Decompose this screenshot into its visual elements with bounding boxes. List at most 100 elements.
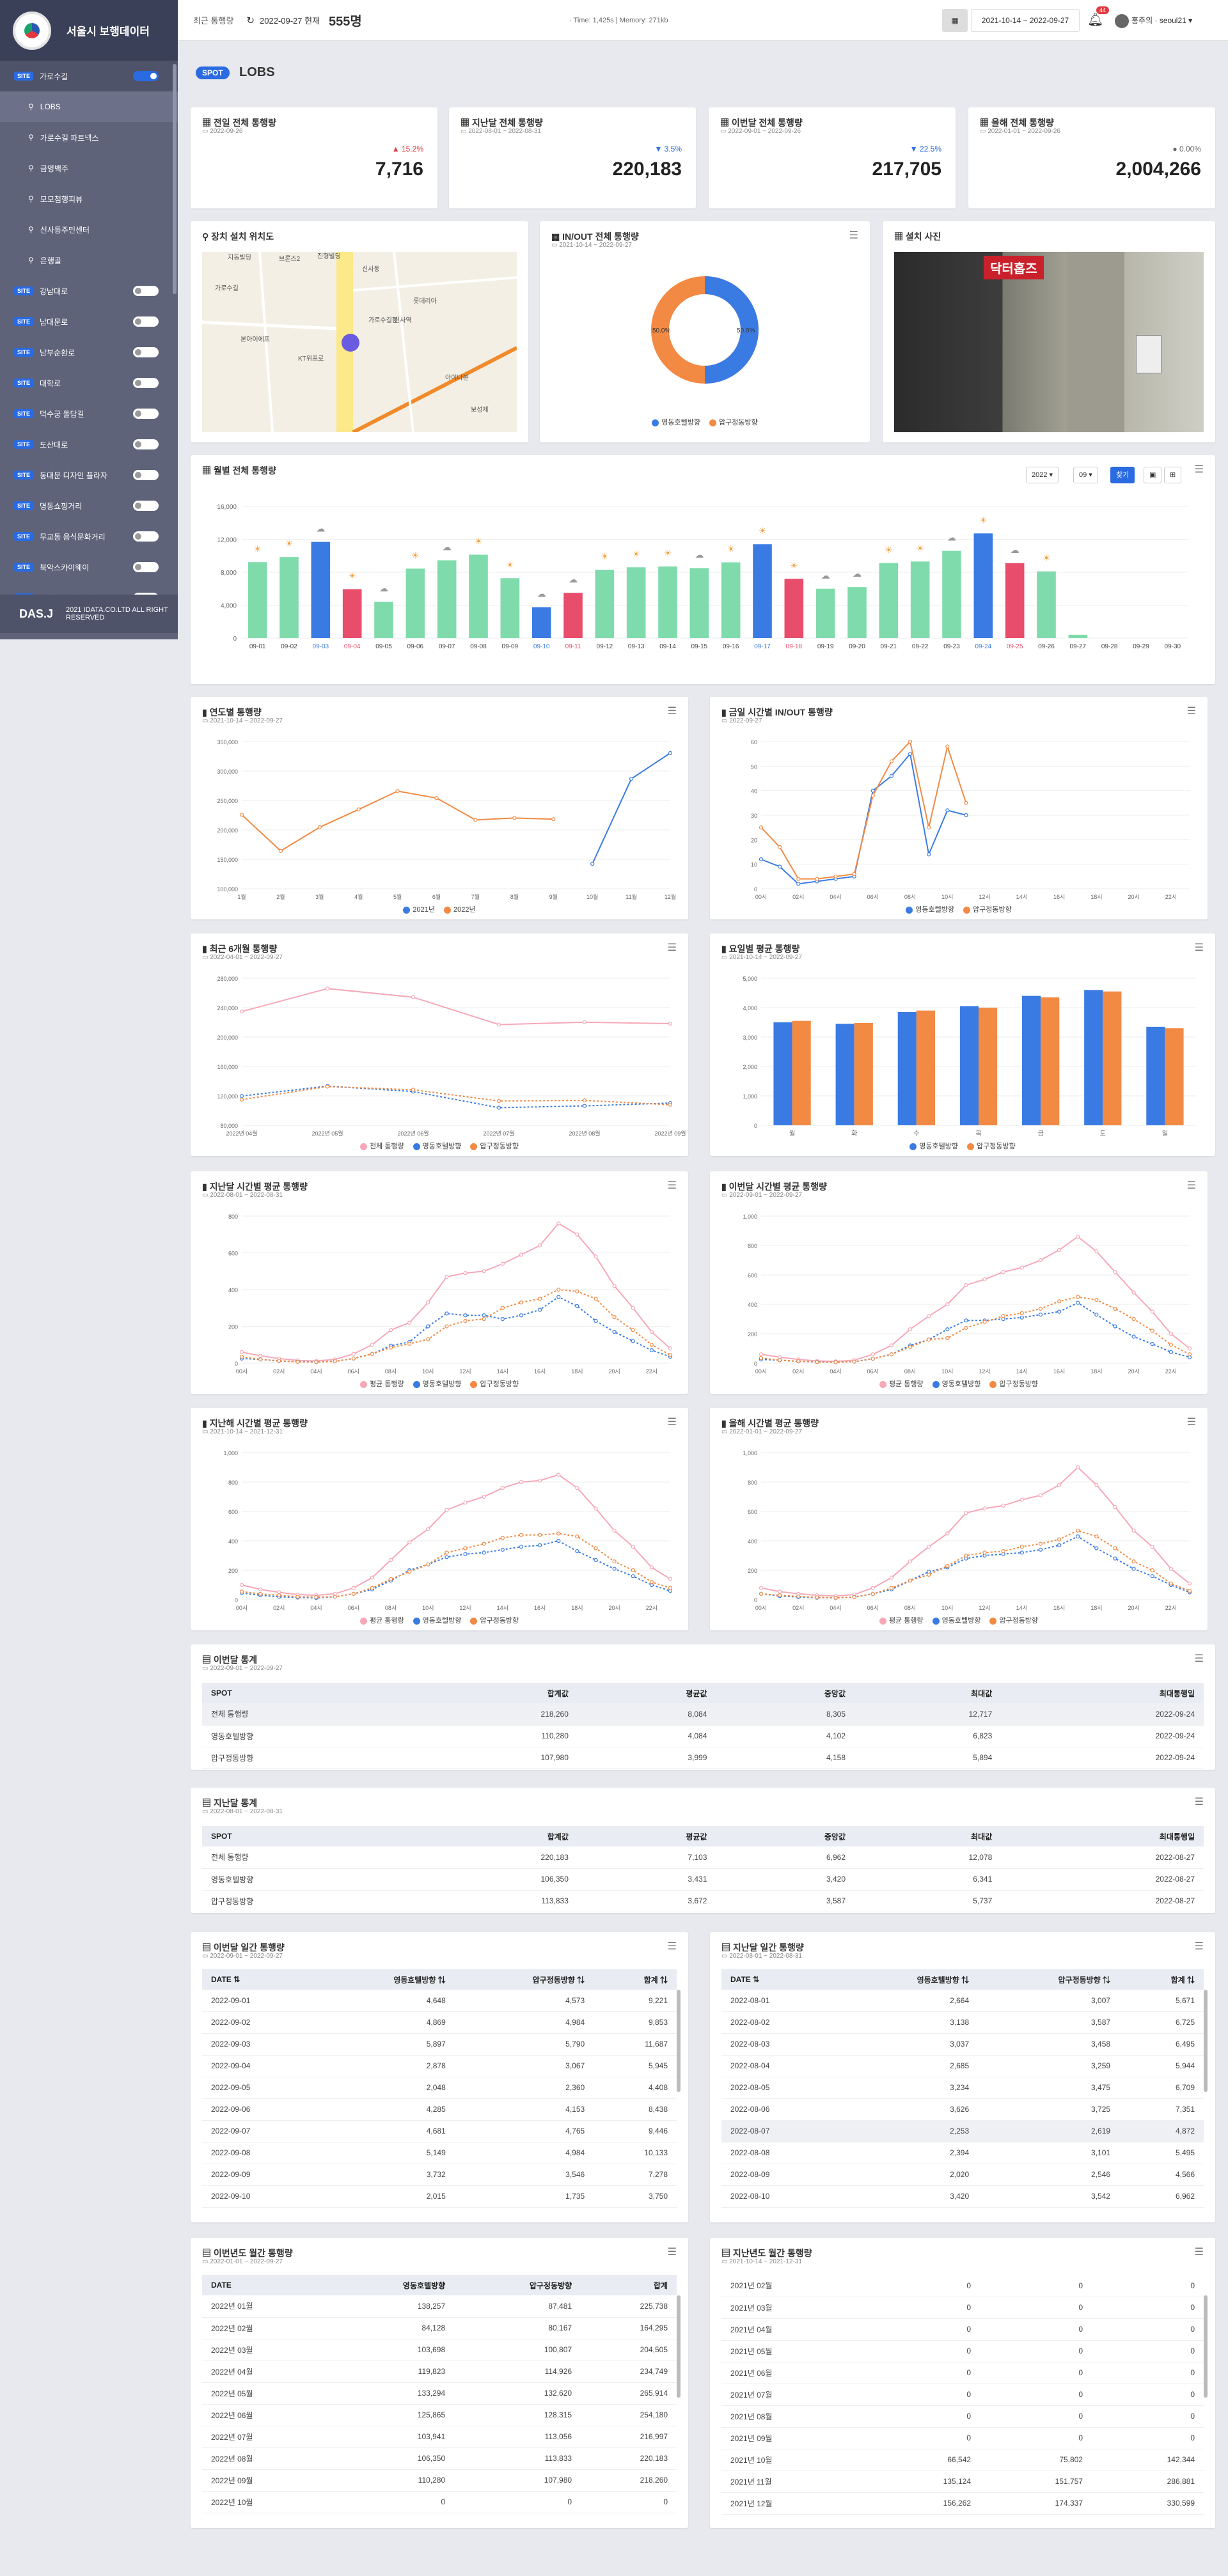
- table-row[interactable]: 2021년 10월 66,542 75,802 142,344: [721, 2449, 1204, 2471]
- sidebar-item[interactable]: SITE 강남대로: [0, 276, 178, 306]
- legend-item[interactable]: 영동호텔방향: [932, 1615, 980, 1625]
- month-select[interactable]: 09 ▾: [1073, 467, 1098, 483]
- column-header[interactable]: 합계 ⇅: [1119, 1969, 1204, 1990]
- sidebar-item[interactable]: SITE 북악스카이웨이: [0, 552, 178, 582]
- sidebar-item[interactable]: SITE 가로수길: [0, 61, 178, 91]
- menu-icon[interactable]: ☰: [1194, 1941, 1204, 1952]
- site-toggle[interactable]: [133, 347, 159, 357]
- sidebar-item[interactable]: SITE 덕수궁 돌담길: [0, 398, 178, 429]
- column-header[interactable]: 합계 ⇅: [594, 1969, 677, 1990]
- table-row[interactable]: 2021년 03월 0 0 0: [721, 2297, 1204, 2319]
- table-row[interactable]: 2022-09-09 3,732 3,546 7,278: [202, 2164, 677, 2186]
- site-toggle[interactable]: [133, 409, 159, 419]
- column-header[interactable]: 최대값: [854, 1683, 1002, 1703]
- menu-icon[interactable]: ☰: [849, 230, 858, 241]
- column-header[interactable]: 최대값: [854, 1826, 1002, 1846]
- menu-icon[interactable]: ☰: [1194, 942, 1204, 953]
- sidebar-item[interactable]: SITE 도산대로: [0, 429, 178, 460]
- table-row[interactable]: 2022년 02월 84,128 80,167 164,295: [202, 2317, 677, 2339]
- sidebar-item[interactable]: ⚲ LOBS: [0, 91, 178, 122]
- table-row[interactable]: 2022년 07월 103,941 113,056 216,997: [202, 2426, 677, 2448]
- sidebar-item[interactable]: SITE 남대문로: [0, 306, 178, 337]
- table-row[interactable]: 2021년 02월 0 0 0: [721, 2275, 1204, 2297]
- bell-icon[interactable]: 🔔︎: [1087, 13, 1104, 27]
- legend-item[interactable]: 영동호텔방향: [413, 1378, 461, 1389]
- table-row[interactable]: 2022년 10월 0 0 0: [202, 2491, 677, 2513]
- legend-item[interactable]: 영동호텔방향: [909, 1141, 958, 1151]
- column-header[interactable]: 영동호텔방향: [327, 2275, 455, 2295]
- column-header[interactable]: 영동호텔방향 ⇅: [315, 1969, 455, 1990]
- table-scrollbar[interactable]: [677, 2295, 681, 2398]
- sidebar-item[interactable]: SITE 남부순환로: [0, 337, 178, 368]
- column-header[interactable]: 중앙값: [716, 1683, 854, 1703]
- column-header[interactable]: 압구정동방향 ⇅: [978, 1969, 1120, 1990]
- legend-item[interactable]: 압구정동방향: [470, 1615, 519, 1625]
- table-row[interactable]: 2022년 08월 106,350 113,833 220,183: [202, 2447, 677, 2470]
- menu-icon[interactable]: ☰: [1194, 2247, 1204, 2258]
- table-row[interactable]: 2021년 09월 0 0 0: [721, 2427, 1204, 2449]
- sidebar-item[interactable]: ⚲ 은행골: [0, 245, 178, 276]
- sidebar-item[interactable]: SITE 무교동 음식문화거리: [0, 521, 178, 552]
- menu-icon[interactable]: ☰: [1194, 1653, 1204, 1664]
- column-header[interactable]: 영동호텔방향 ⇅: [837, 1969, 979, 1990]
- legend-item[interactable]: 영동호텔방향: [413, 1615, 461, 1625]
- legend-item[interactable]: 평균 통행량: [359, 1615, 404, 1625]
- table-row[interactable]: 2021년 11월 135,124 151,757 286,881: [721, 2471, 1204, 2493]
- legend-item[interactable]: 2022년: [444, 904, 476, 914]
- menu-icon[interactable]: ☰: [1186, 1417, 1196, 1428]
- menu-icon[interactable]: ☰: [667, 706, 677, 717]
- site-toggle[interactable]: [133, 378, 159, 388]
- site-toggle[interactable]: [133, 501, 159, 511]
- sidebar-item[interactable]: ⚲ 신사동주민센터: [0, 214, 178, 245]
- table-row[interactable]: 2022-08-09 2,020 2,546 4,566: [721, 2164, 1204, 2186]
- table-row[interactable]: 2022-09-06 4,285 4,153 8,438: [202, 2098, 677, 2121]
- table-row[interactable]: 2022년 04월 119,823 114,926 234,749: [202, 2361, 677, 2383]
- table-row[interactable]: 2022-08-03 3,037 3,458 6,495: [721, 2033, 1204, 2056]
- table-row[interactable]: 2022-08-05 3,234 3,475 6,709: [721, 2077, 1204, 2099]
- sidebar-item[interactable]: SITE 명동쇼핑거리: [0, 490, 178, 521]
- column-header[interactable]: DATE ⇅: [202, 1969, 316, 1990]
- column-header[interactable]: SPOT: [202, 1826, 416, 1846]
- column-header[interactable]: DATE ⇅: [721, 1969, 837, 1990]
- table-scrollbar[interactable]: [1204, 2295, 1208, 2398]
- table-row[interactable]: 2021년 06월 0 0 0: [721, 2362, 1204, 2384]
- table-row[interactable]: 2022-08-07 2,253 2,619 4,872: [721, 2120, 1204, 2143]
- table-scrollbar[interactable]: [1204, 1990, 1208, 2092]
- column-header[interactable]: 평균값: [577, 1826, 716, 1846]
- table-scrollbar[interactable]: [677, 1990, 681, 2092]
- table-row[interactable]: 2022-08-08 2,394 3,101 5,495: [721, 2142, 1204, 2164]
- table-row[interactable]: 2022년 09월 110,280 107,980 218,260: [202, 2469, 677, 2492]
- legend-item[interactable]: 영동호텔방향: [413, 1141, 461, 1151]
- column-header[interactable]: 압구정동방향: [454, 2275, 581, 2295]
- menu-icon[interactable]: ☰: [1186, 1180, 1196, 1191]
- table-row[interactable]: 압구정동방향 107,980 3,999 4,158 5,894 2022-09-24: [202, 1747, 1204, 1769]
- legend-item[interactable]: 2021년: [403, 904, 435, 914]
- menu-icon[interactable]: ☰: [1186, 706, 1196, 717]
- sidebar-item[interactable]: ⚲ 가로수길 파트넥스: [0, 122, 178, 153]
- legend-item[interactable]: 평균 통행량: [359, 1378, 404, 1389]
- legend-item[interactable]: 영동호텔방향: [932, 1378, 980, 1389]
- menu-icon[interactable]: ☰: [667, 1941, 677, 1952]
- table-row[interactable]: 2022년 03월 103,698 100,807 204,505: [202, 2339, 677, 2361]
- site-toggle[interactable]: [133, 470, 159, 480]
- site-toggle[interactable]: [133, 562, 159, 572]
- menu-icon[interactable]: ☰: [1194, 1797, 1204, 1807]
- legend-item[interactable]: 전체 통행량: [359, 1141, 404, 1151]
- site-toggle[interactable]: [133, 316, 159, 327]
- legend-item[interactable]: 평균 통행량: [879, 1615, 924, 1625]
- column-header[interactable]: 최대통행일: [1001, 1826, 1204, 1846]
- table-row[interactable]: 영동호텔방향 110,280 4,084 4,102 6,823 2022-09-24: [202, 1725, 1204, 1747]
- table-row[interactable]: 2022-09-10 2,015 1,735 3,750: [202, 2185, 677, 2208]
- site-toggle[interactable]: [133, 286, 159, 296]
- sidebar-item[interactable]: SITE 대학로: [0, 368, 178, 398]
- table-row[interactable]: 2022-09-07 4,681 4,765 9,446: [202, 2120, 677, 2143]
- legend-item[interactable]: 평균 통행량: [879, 1378, 924, 1389]
- column-header[interactable]: 합계값: [415, 1826, 578, 1846]
- column-header[interactable]: 평균값: [577, 1683, 716, 1703]
- table-row[interactable]: 2022-09-03 5,897 5,790 11,687: [202, 2033, 677, 2056]
- column-header[interactable]: 합계: [581, 2275, 677, 2295]
- table-row[interactable]: 2022년 01월 138,257 87,481 225,738: [202, 2295, 677, 2318]
- calendar-icon[interactable]: ▦: [942, 9, 968, 32]
- table-row[interactable]: 2022-09-04 2,878 3,067 5,945: [202, 2055, 677, 2077]
- table-row[interactable]: 2021년 08월 0 0 0: [721, 2405, 1204, 2428]
